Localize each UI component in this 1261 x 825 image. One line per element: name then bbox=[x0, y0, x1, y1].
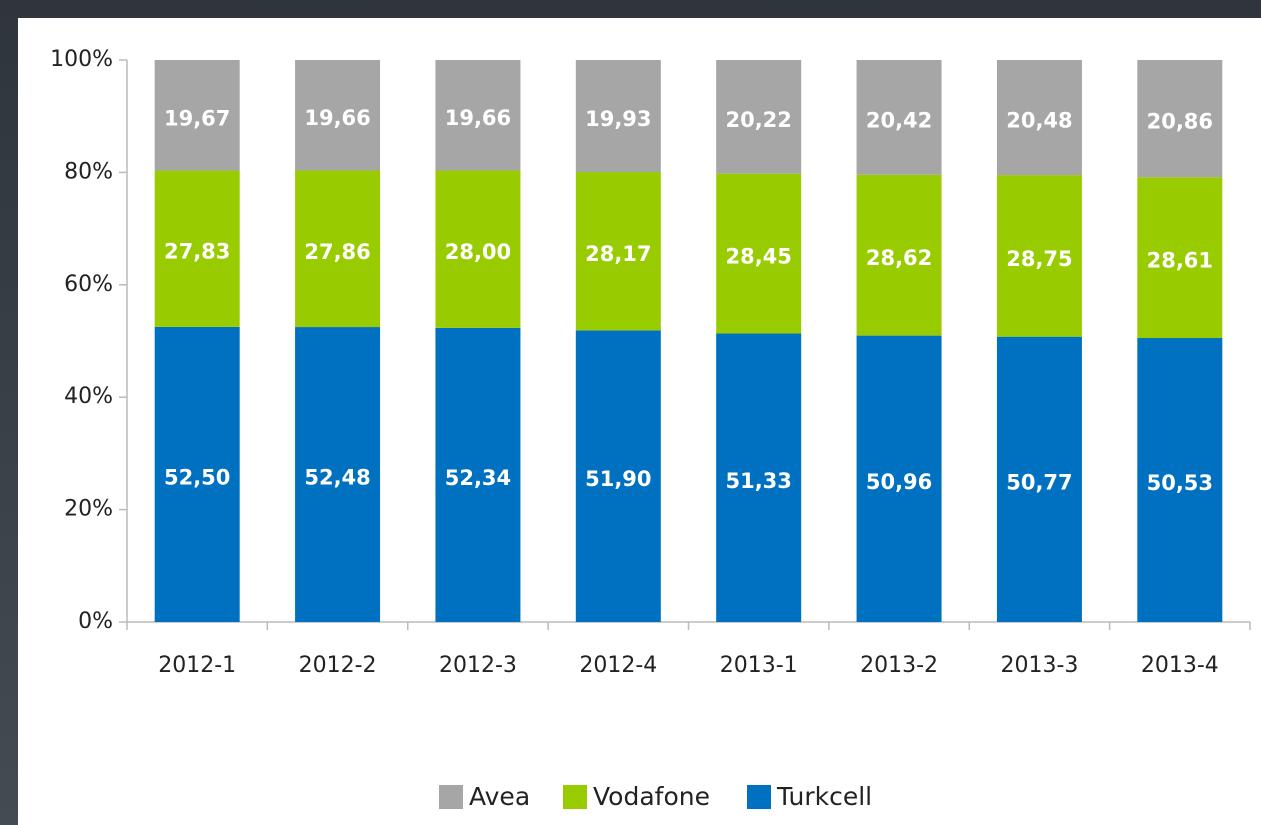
bar-segment bbox=[295, 170, 381, 328]
x-tick-label: 2013-3 bbox=[1000, 653, 1078, 678]
y-tick-label: 80% bbox=[64, 159, 113, 184]
bar-segment bbox=[1137, 60, 1223, 178]
data-label: 52,50 bbox=[164, 465, 230, 489]
data-label: 28,00 bbox=[445, 240, 511, 264]
data-label: 20,86 bbox=[1147, 110, 1213, 134]
x-tick-label: 2013-4 bbox=[1141, 653, 1219, 678]
bar-segment bbox=[295, 327, 381, 622]
data-label: 51,33 bbox=[725, 469, 791, 493]
bar-segment bbox=[435, 170, 521, 328]
legend-label: Vodafone bbox=[593, 782, 710, 811]
y-tick-label: 20% bbox=[64, 497, 113, 522]
data-label: 52,34 bbox=[445, 466, 511, 490]
data-label: 28,61 bbox=[1147, 249, 1213, 273]
bar-segment bbox=[996, 175, 1082, 337]
data-label: 28,17 bbox=[585, 242, 651, 266]
data-label: 27,83 bbox=[164, 240, 230, 264]
legend-swatch bbox=[439, 785, 463, 809]
bar-segment bbox=[996, 60, 1082, 176]
bar-segment bbox=[856, 335, 942, 622]
data-label: 20,22 bbox=[725, 108, 791, 132]
bar-segment bbox=[154, 60, 240, 171]
legend-label: Turkcell bbox=[776, 782, 872, 811]
data-label: 28,45 bbox=[725, 245, 791, 269]
x-tick-label: 2013-2 bbox=[860, 653, 938, 678]
legend-label: Avea bbox=[469, 782, 530, 811]
bar-segment bbox=[716, 60, 802, 174]
x-tick-label: 2012-1 bbox=[158, 653, 236, 678]
data-label: 19,66 bbox=[304, 106, 370, 130]
bar-segment bbox=[1137, 177, 1223, 339]
x-tick-label: 2013-1 bbox=[720, 653, 798, 678]
data-label: 50,77 bbox=[1006, 470, 1072, 494]
bar-segment bbox=[856, 60, 942, 175]
data-label: 20,48 bbox=[1006, 109, 1072, 133]
data-label: 52,48 bbox=[304, 466, 370, 490]
legend-swatch bbox=[563, 785, 587, 809]
x-tick-label: 2012-3 bbox=[439, 653, 517, 678]
bar-segment bbox=[1137, 338, 1223, 622]
bar-segment bbox=[154, 170, 240, 327]
bar-segment bbox=[575, 172, 661, 331]
data-label: 19,66 bbox=[445, 106, 511, 130]
data-label: 50,96 bbox=[866, 470, 932, 494]
bar-segment bbox=[716, 333, 802, 622]
x-tick-label: 2012-2 bbox=[299, 653, 377, 678]
y-tick-label: 0% bbox=[78, 609, 113, 634]
bar-segment bbox=[716, 173, 802, 334]
y-tick-label: 40% bbox=[64, 384, 113, 409]
bar-segment bbox=[295, 60, 381, 171]
bar-segment bbox=[435, 327, 521, 622]
data-label: 20,42 bbox=[866, 108, 932, 132]
data-label: 28,75 bbox=[1006, 247, 1072, 271]
bar-segment bbox=[575, 60, 661, 173]
data-label: 51,90 bbox=[585, 467, 651, 491]
bar-segment bbox=[154, 326, 240, 622]
data-label: 19,67 bbox=[164, 106, 230, 130]
x-tick-label: 2012-4 bbox=[579, 653, 657, 678]
data-label: 28,62 bbox=[866, 246, 932, 270]
y-tick-label: 60% bbox=[64, 272, 113, 297]
data-label: 19,93 bbox=[585, 107, 651, 131]
bar-segment bbox=[575, 330, 661, 622]
data-label: 50,53 bbox=[1147, 471, 1213, 495]
y-tick-label: 100% bbox=[50, 47, 113, 72]
legend-swatch bbox=[747, 785, 771, 809]
bar-segment bbox=[996, 336, 1082, 622]
bar-segment bbox=[856, 174, 942, 336]
data-label: 27,86 bbox=[304, 240, 370, 264]
bar-segment bbox=[435, 60, 521, 171]
